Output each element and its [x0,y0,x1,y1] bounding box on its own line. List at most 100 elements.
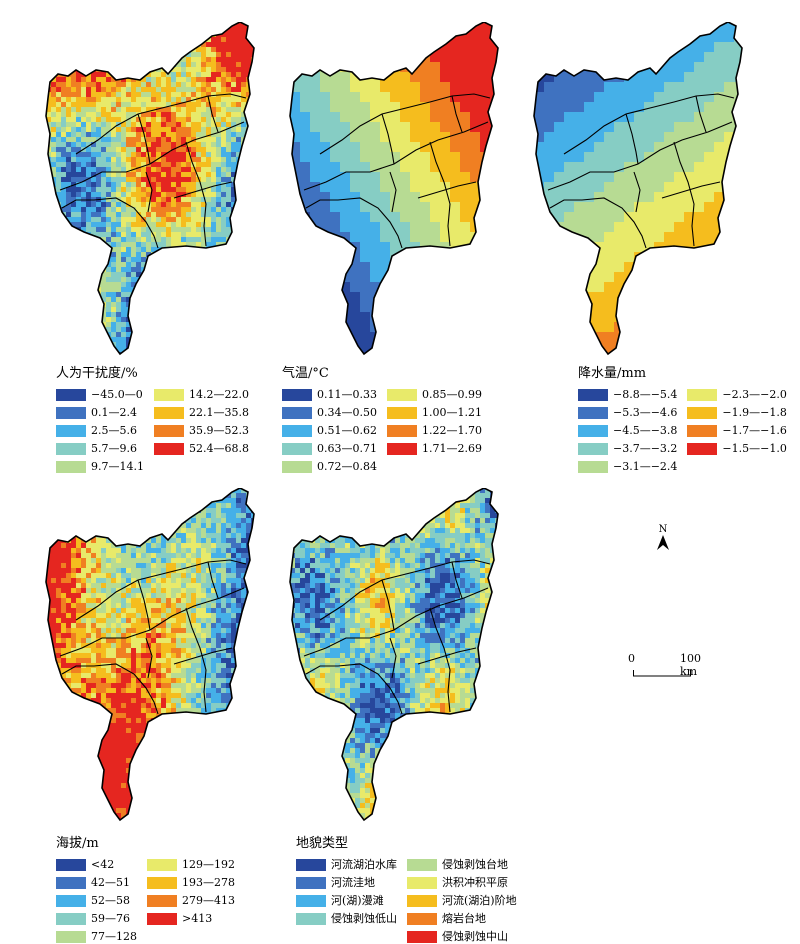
precipitation-cell [604,302,615,313]
disturbance-cell [181,127,187,133]
disturbance-cell [246,132,252,138]
temperature-cell [480,52,491,63]
disturbance-cell [126,197,132,203]
precipitation-cell [604,152,615,163]
disturbance-cell [76,117,82,123]
temperature-cell [380,232,391,243]
disturbance-cell [186,252,192,258]
disturbance-cell [211,82,217,88]
temperature-cell [330,142,341,153]
temperature-cell [310,152,321,163]
disturbance-cell [141,157,147,163]
temperature-cell [290,302,301,313]
precipitation-cell [554,202,565,213]
precipitation-cell [664,252,675,263]
disturbance-cell [66,242,72,248]
disturbance-cell [146,112,152,118]
precipitation-cell [704,222,715,233]
disturbance-cell [206,117,212,123]
temperature-cell [490,352,498,354]
temperature-cell [460,332,471,343]
disturbance-cell [46,292,47,298]
disturbance-cell [66,122,72,128]
precipitation-cell [674,292,685,303]
disturbance-cell [81,332,87,338]
precipitation-cell [704,72,715,83]
precipitation-cell [654,42,665,53]
temperature-cell [390,122,401,133]
temperature-cell [360,172,371,183]
disturbance-cell [251,107,254,113]
disturbance-cell [151,52,157,58]
disturbance-cell [46,162,47,168]
disturbance-cell [206,177,212,183]
disturbance-cell [46,277,47,283]
disturbance-cell [56,182,62,188]
disturbance-cell [36,287,42,293]
disturbance-cell [246,62,252,68]
disturbance-cell [241,282,247,288]
disturbance-cell [171,22,177,28]
disturbance-cell [146,242,152,248]
disturbance-cell [146,267,152,273]
disturbance-cell [251,282,254,288]
temperature-outline [289,22,499,356]
disturbance-cell [151,212,157,218]
disturbance-cell [51,207,57,213]
disturbance-cell [101,282,107,288]
disturbance-cell [111,277,117,283]
precipitation-cell [664,32,675,43]
disturbance-cell [176,307,182,313]
disturbance-cell [96,37,102,43]
disturbance-cell [126,327,132,333]
temperature-cell [360,222,371,233]
temperature-cell [430,312,441,323]
disturbance-cell [61,22,67,28]
temperature-cell [470,162,481,173]
temperature-cell [420,112,431,123]
disturbance-cell [156,157,162,163]
temperature-cell [430,202,441,213]
disturbance-cell [231,67,237,73]
precipitation-cell [594,82,605,93]
disturbance-cell [196,72,202,78]
disturbance-cell [106,152,112,158]
disturbance-cell [46,97,52,103]
disturbance-cell [231,52,237,58]
disturbance-cell [36,77,42,83]
disturbance-cell [91,347,97,353]
disturbance-cell [231,162,237,168]
disturbance-cell [221,227,227,233]
disturbance-cell [136,272,142,278]
disturbance-cell [51,237,57,243]
disturbance-cell [86,257,92,263]
disturbance-cell [266,257,272,263]
disturbance-cell [56,52,62,58]
disturbance-cell [181,62,187,68]
disturbance-cell [196,157,202,163]
temperature-cell [460,182,471,193]
temperature-cell [410,342,421,353]
temperature-cell [300,262,311,273]
disturbance-cell [76,82,82,88]
disturbance-cell [216,137,222,143]
temperature-boundary [305,197,403,249]
temperature-cell [460,202,471,213]
temperature-cell [410,282,421,293]
disturbance-cell [271,82,277,88]
disturbance-cell [196,332,202,338]
temperature-cell [340,182,351,193]
disturbance-cell [66,137,72,143]
disturbance-cell [106,342,112,348]
disturbance-cell [71,147,77,153]
temperature-cell [410,72,421,83]
disturbance-cell [181,47,187,53]
disturbance-cell [241,297,247,303]
disturbance-cell [66,132,72,138]
precipitation-cell [554,332,565,343]
temperature-cell [330,22,341,33]
disturbance-cell [161,307,167,313]
disturbance-cell [261,292,267,298]
disturbance-cell [96,57,102,63]
disturbance-cell [206,192,212,198]
